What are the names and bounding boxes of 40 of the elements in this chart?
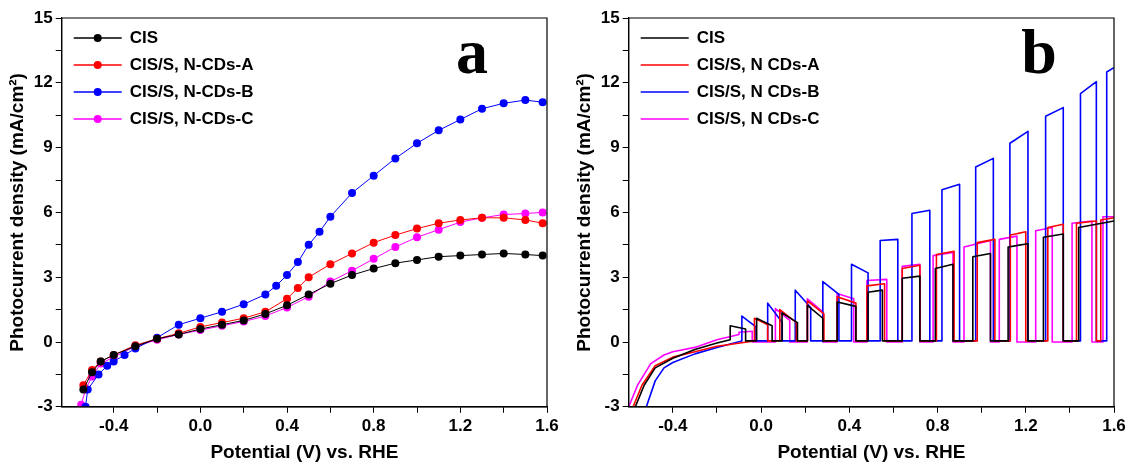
x-tick-label: 0.4 — [275, 415, 300, 435]
y-tick-label: 9 — [610, 137, 620, 157]
x-tick-label: 0.8 — [361, 415, 386, 435]
y-tick-label: -3 — [604, 396, 620, 416]
y-tick-label: 6 — [610, 202, 620, 222]
y-tick-label: 12 — [600, 72, 620, 92]
y-tick-label: 0 — [610, 331, 620, 351]
y-tick-label: 3 — [610, 266, 620, 286]
x-tick-label: -0.4 — [658, 415, 689, 435]
legend-label: CIS/S, N CDs-C — [696, 108, 820, 128]
x-tick-label: 1.6 — [1102, 415, 1126, 435]
annotation: a — [456, 16, 488, 87]
legend-label: CIS — [696, 27, 726, 47]
x-tick-label: 0.0 — [749, 415, 773, 435]
y-tick-label: 6 — [43, 202, 53, 222]
legend-label: CIS/S, N CDs-A — [696, 54, 820, 74]
x-tick-label: 1.2 — [448, 415, 473, 435]
legend-label: CIS/S, N-CDs-B — [129, 81, 254, 101]
x-tick-label: 1.6 — [535, 415, 559, 435]
y-tick-label: 9 — [43, 137, 53, 157]
annotation: b — [1021, 16, 1057, 87]
y-axis-title: Photocurrent density (mA/cm²) — [572, 73, 594, 352]
y-tick-label: 0 — [43, 331, 53, 351]
y-tick-label: 3 — [43, 266, 53, 286]
legend-label: CIS/S, N CDs-B — [696, 81, 820, 101]
x-tick-label: -0.4 — [99, 415, 129, 435]
x-axis-title: Potential (V) vs. RHE — [210, 440, 399, 462]
legend-label: CIS/S, N-CDs-C — [129, 108, 254, 128]
y-tick-label: 15 — [600, 7, 620, 27]
x-tick-label: 1.2 — [1013, 415, 1038, 435]
x-tick-label: 0.0 — [188, 415, 213, 435]
x-tick-label: 0.8 — [925, 415, 950, 435]
y-tick-label: -3 — [37, 396, 53, 416]
legend-label: CIS — [129, 27, 159, 47]
y-axis-title: Photocurrent density (mA/cm²) — [5, 73, 27, 352]
x-tick-label: 0.4 — [837, 415, 862, 435]
x-axis-title: Potential (V) vs. RHE — [777, 440, 966, 462]
y-tick-label: 12 — [33, 72, 53, 92]
legend-label: CIS/S, N-CDs-A — [129, 54, 254, 74]
y-tick-label: 15 — [33, 7, 53, 27]
